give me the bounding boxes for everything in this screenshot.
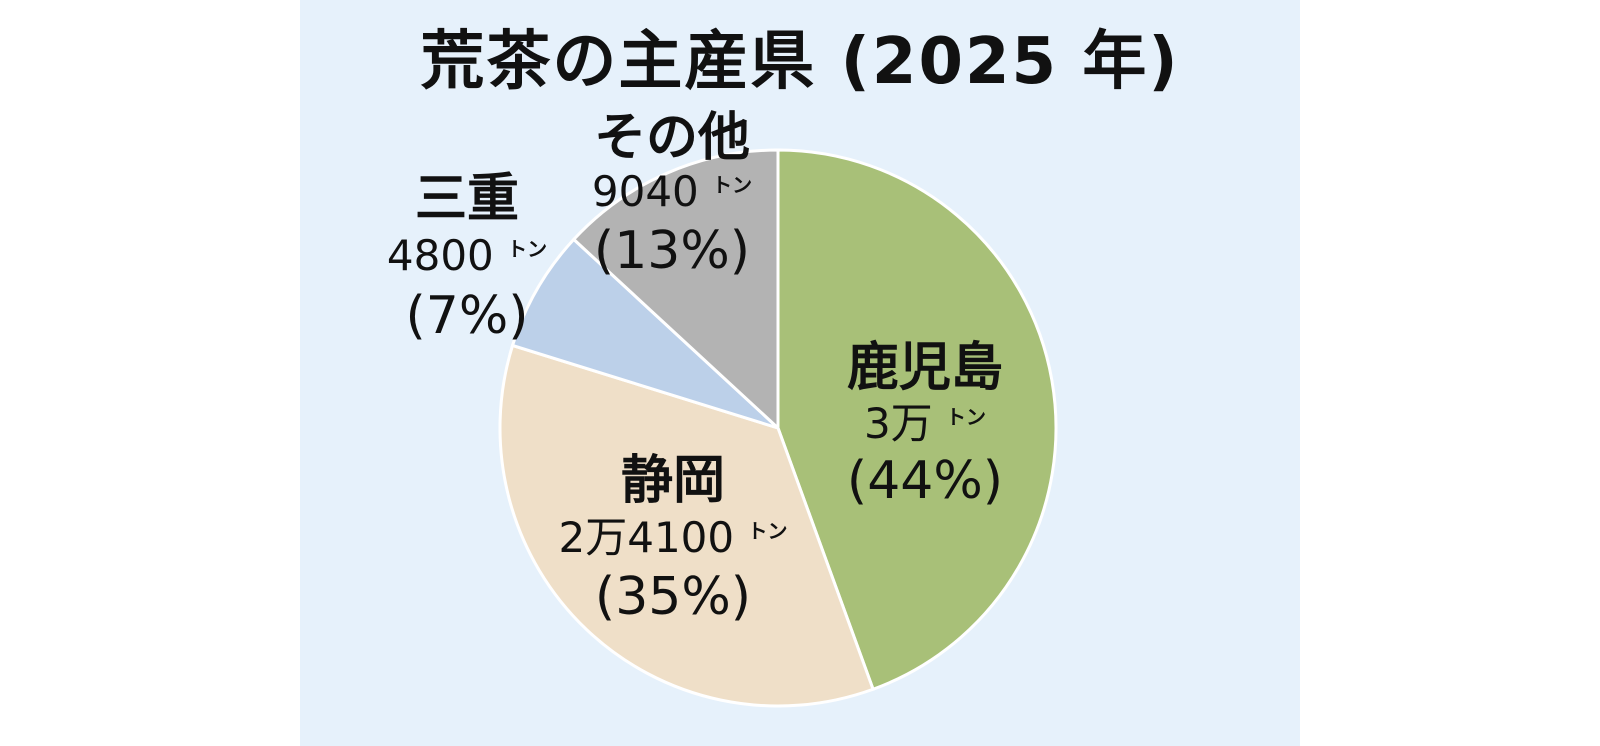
slice-label-amount-kagoshima: 3万 トン [864, 399, 986, 448]
slice-label-percent-mie: (7%) [405, 286, 528, 346]
slice-label-percent-shizuoka: (35%) [595, 567, 751, 627]
slice-label-percent-kagoshima: (44%) [847, 451, 1003, 511]
slice-label-name-mie: 三重 [415, 169, 519, 229]
slice-label-unit-shizuoka: トン [747, 519, 787, 543]
slice-label-unit-other: トン [712, 173, 752, 197]
slice-label-name-shizuoka: 静岡 [621, 451, 725, 511]
slice-label-percent-other: (13%) [594, 221, 750, 281]
pie-slice-kagoshima [776, 148, 1058, 692]
slice-label-amount-mie: 4800 トン [387, 231, 547, 280]
slice-label-amount-shizuoka: 2万4100 トン [559, 513, 788, 562]
slice-label-name-kagoshima: 鹿児島 [847, 338, 1003, 398]
slice-label-name-other: その他 [594, 108, 750, 168]
pie-slice-shizuoka [498, 343, 876, 708]
slice-label-amount-other: 9040 トン [592, 167, 752, 216]
chart-panel: 荒茶の主産県 (2025 年) 鹿児島 3万 トン (44%) 静岡 2万4100 トン… [300, 0, 1300, 746]
slice-label-unit-mie: トン [507, 237, 547, 261]
chart-title: 荒茶の主産県 (2025 年) [420, 25, 1180, 99]
pie-slice-other [571, 148, 780, 432]
slice-label-unit-kagoshima: トン [946, 405, 986, 429]
pie-slice-mie [510, 237, 780, 430]
